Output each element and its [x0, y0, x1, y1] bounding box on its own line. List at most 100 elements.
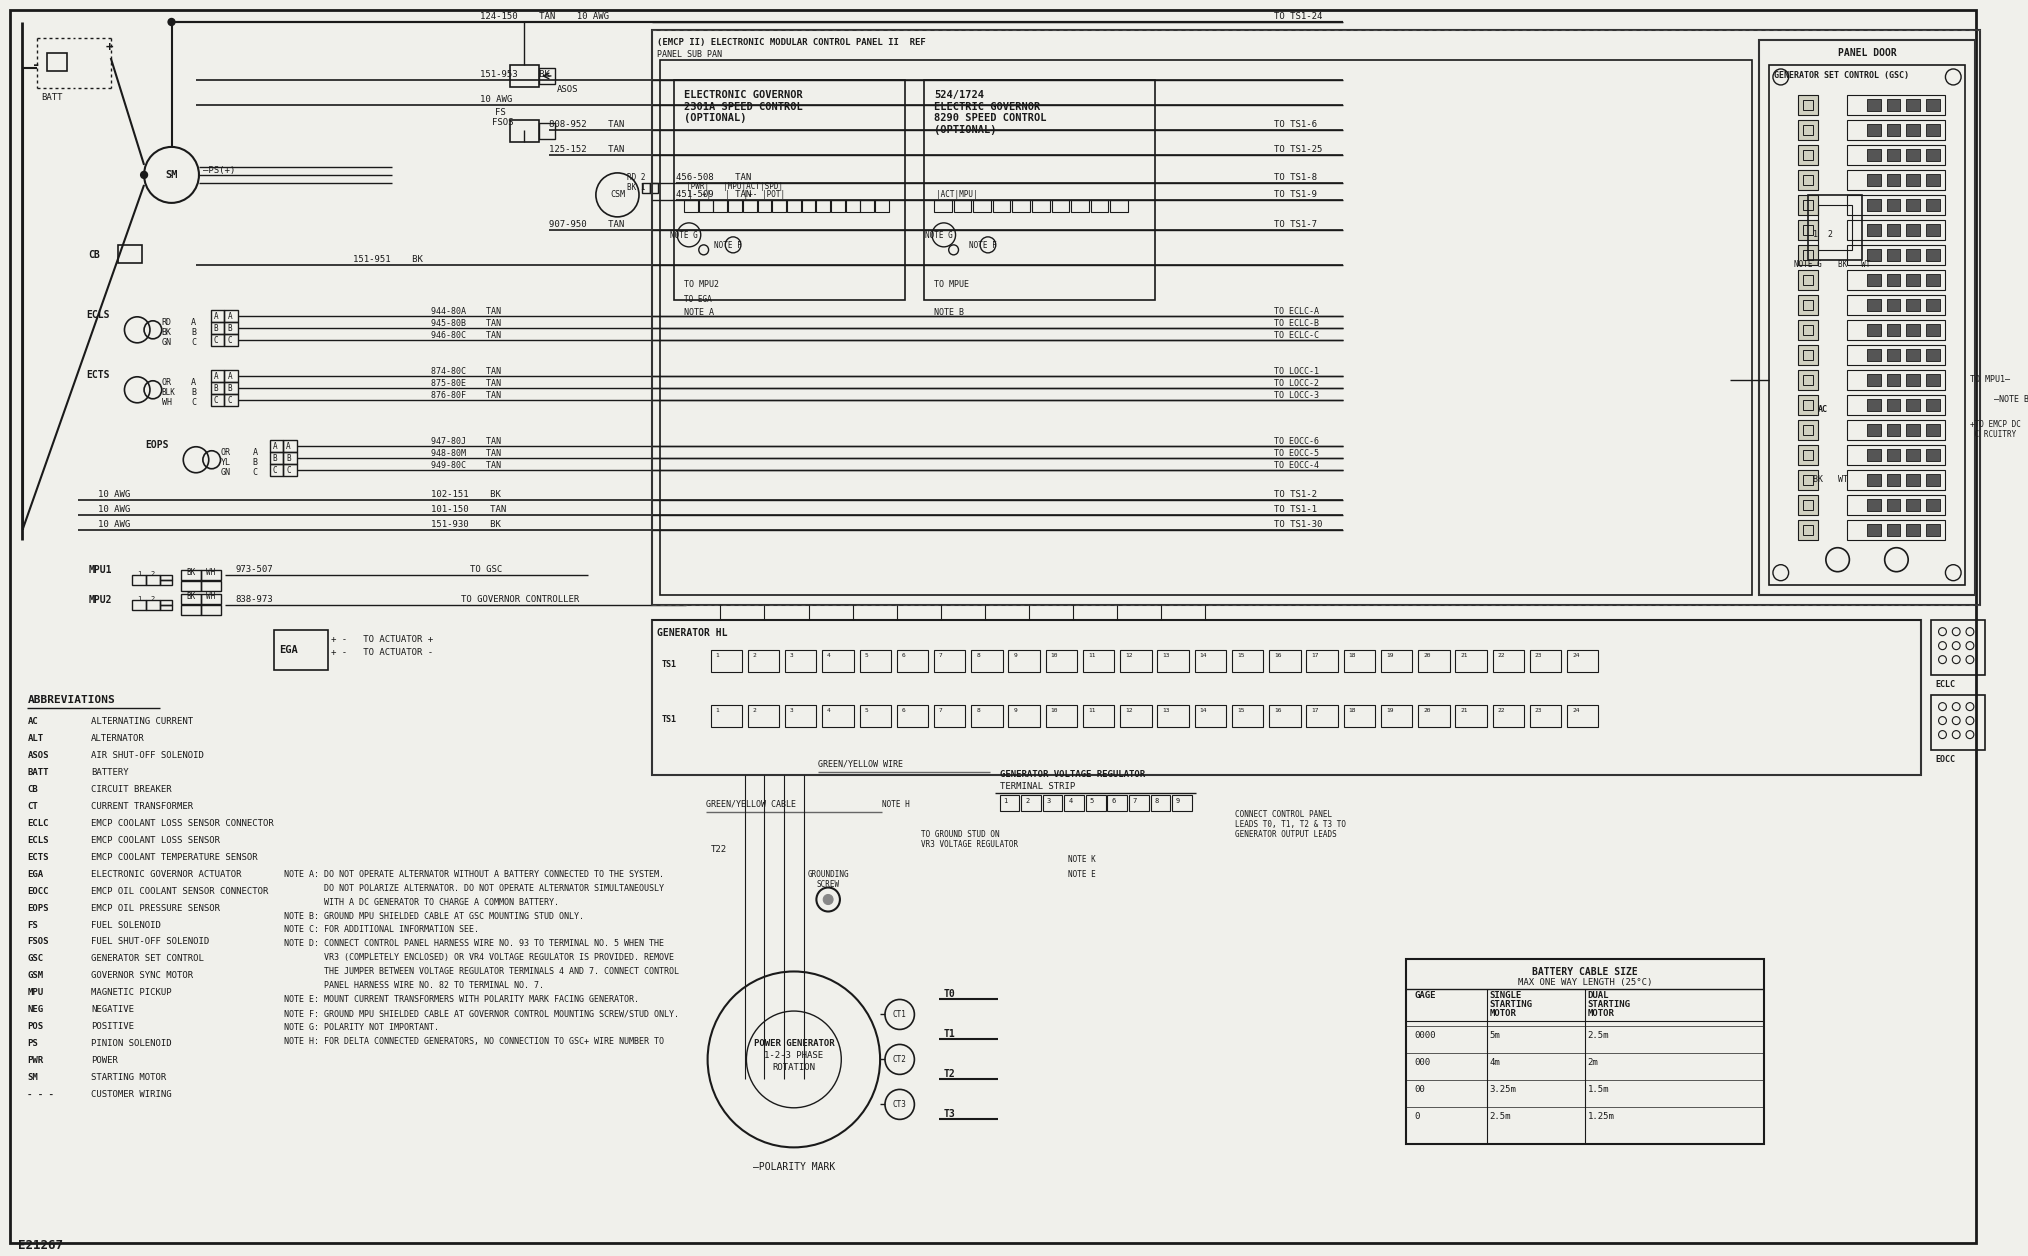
Text: MOTOR: MOTOR: [1491, 1010, 1517, 1019]
Text: 13: 13: [1162, 707, 1170, 712]
Bar: [539, 68, 556, 84]
Text: 2: 2: [752, 653, 756, 658]
Bar: [1381, 705, 1411, 727]
Text: 9: 9: [1014, 707, 1018, 712]
Text: FS: FS: [28, 921, 39, 929]
Text: 0: 0: [1414, 1113, 1420, 1122]
Bar: [225, 334, 237, 345]
Text: B: B: [213, 384, 219, 393]
Text: 124-150    TAN    10 AWG: 124-150 TAN 10 AWG: [481, 13, 608, 21]
Text: EOPS: EOPS: [28, 903, 49, 913]
Bar: [1927, 474, 1939, 486]
Bar: [1906, 124, 1921, 136]
Bar: [1046, 649, 1077, 672]
Text: 23: 23: [1535, 707, 1541, 712]
Bar: [1868, 224, 1880, 236]
Text: 12: 12: [1126, 653, 1132, 658]
Text: ELECTRONIC GOVERNOR ACTUATOR: ELECTRONIC GOVERNOR ACTUATOR: [91, 869, 241, 878]
Bar: [1803, 149, 1813, 160]
Text: 2: 2: [752, 707, 756, 712]
Text: T3: T3: [943, 1109, 955, 1119]
Bar: [1848, 470, 1945, 490]
Bar: [1456, 705, 1487, 727]
Text: 22: 22: [1497, 653, 1505, 658]
Bar: [1803, 300, 1813, 310]
Bar: [270, 440, 284, 452]
Text: A: A: [191, 318, 197, 327]
Text: EOPS: EOPS: [146, 440, 168, 450]
Bar: [896, 705, 929, 727]
Bar: [1799, 220, 1817, 240]
Bar: [1848, 195, 1945, 215]
Bar: [1906, 299, 1921, 310]
Bar: [1803, 475, 1813, 485]
Bar: [1158, 649, 1188, 672]
Text: B: B: [254, 457, 258, 467]
Bar: [935, 705, 965, 727]
Bar: [1529, 705, 1562, 727]
Bar: [132, 575, 146, 585]
Bar: [1803, 175, 1813, 185]
Text: BATTERY CABLE SIZE: BATTERY CABLE SIZE: [1531, 967, 1639, 977]
Text: ECLS: ECLS: [87, 310, 110, 320]
Bar: [860, 705, 890, 727]
Text: TO MPU1—: TO MPU1—: [1969, 374, 2010, 384]
Text: —PS(+): —PS(+): [203, 166, 235, 176]
Bar: [1071, 200, 1089, 212]
Text: MPU1: MPU1: [87, 565, 112, 575]
Text: 15: 15: [1237, 653, 1245, 658]
Text: A: A: [227, 311, 231, 320]
Text: 12: 12: [1126, 707, 1132, 712]
Bar: [146, 599, 160, 609]
Text: ALT: ALT: [28, 734, 43, 742]
Text: STARTING: STARTING: [1491, 1001, 1533, 1010]
Text: TO EOCC-6: TO EOCC-6: [1274, 437, 1318, 446]
Bar: [728, 200, 742, 212]
Text: WH: WH: [205, 568, 215, 577]
Text: CIRCUIT BREAKER: CIRCUIT BREAKER: [91, 785, 172, 794]
Bar: [1868, 198, 1880, 211]
Bar: [1927, 299, 1939, 310]
Bar: [1927, 423, 1939, 436]
Text: B: B: [227, 384, 231, 393]
Bar: [1306, 705, 1338, 727]
Bar: [1848, 270, 1945, 290]
Text: A: A: [227, 372, 231, 381]
Bar: [1906, 499, 1921, 511]
Text: NOTE E: NOTE E: [1069, 869, 1095, 878]
Text: EMCP OIL PRESSURE SENSOR: EMCP OIL PRESSURE SENSOR: [91, 903, 221, 913]
Bar: [748, 705, 779, 727]
Text: BK   WT: BK WT: [1837, 260, 1870, 269]
Text: 4: 4: [827, 653, 831, 658]
Bar: [1493, 649, 1523, 672]
Text: 15: 15: [1237, 707, 1245, 712]
Text: C: C: [213, 396, 219, 404]
Text: 2: 2: [150, 595, 156, 602]
Text: ASOS: ASOS: [28, 751, 49, 760]
Text: TO TS1-8: TO TS1-8: [1274, 173, 1316, 182]
Bar: [1927, 173, 1939, 186]
Text: POSITIVE: POSITIVE: [91, 1022, 134, 1031]
Text: GENERATOR SET CONTROL: GENERATOR SET CONTROL: [91, 955, 205, 963]
Text: PINION SOLENOID: PINION SOLENOID: [91, 1040, 172, 1049]
Text: 000: 000: [1414, 1059, 1430, 1068]
Bar: [1008, 649, 1040, 672]
Text: MOTOR: MOTOR: [1588, 1010, 1614, 1019]
Text: NEGATIVE: NEGATIVE: [91, 1006, 134, 1015]
Text: TO TS1-2: TO TS1-2: [1274, 490, 1316, 499]
Text: NOTE B: NOTE B: [935, 308, 963, 317]
Bar: [659, 60, 1752, 594]
Text: 1.25m: 1.25m: [1588, 1113, 1614, 1122]
Bar: [994, 200, 1010, 212]
Bar: [1803, 225, 1813, 235]
Bar: [160, 604, 172, 609]
Bar: [225, 310, 237, 322]
Bar: [1270, 649, 1300, 672]
Text: A: A: [286, 442, 290, 451]
Text: 3.25m: 3.25m: [1491, 1085, 1517, 1094]
Bar: [284, 463, 296, 476]
Text: FUEL SOLENOID: FUEL SOLENOID: [91, 921, 160, 929]
Text: ASOS: ASOS: [556, 85, 578, 94]
Text: 1  2: 1 2: [1813, 230, 1833, 239]
Text: 944-80A    TAN: 944-80A TAN: [432, 306, 501, 315]
